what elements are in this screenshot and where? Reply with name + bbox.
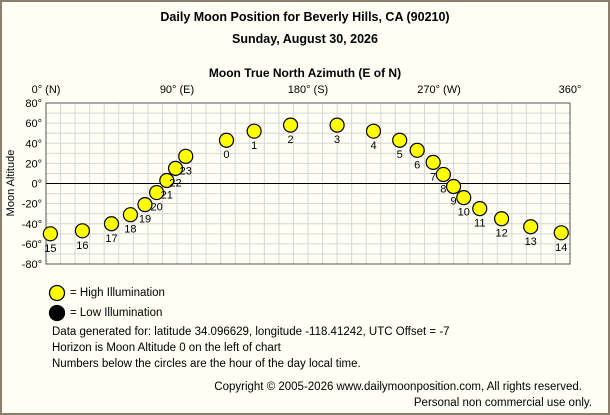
moon-point: [167, 160, 184, 177]
hour-label: 17: [105, 233, 117, 245]
legend-high-label: = High Illumination: [70, 287, 165, 299]
legend-high-marker: [48, 284, 66, 302]
hour-label: 18: [124, 224, 136, 236]
hour-label: 15: [44, 243, 56, 255]
hour-label: 11: [474, 218, 485, 230]
hour-label: 5: [397, 149, 403, 161]
moon-point: [103, 216, 120, 232]
x-tick-labels: 0° (N) 90° (E) 180° (S) 270° (W) 360°: [32, 84, 582, 96]
legend-markers: [48, 284, 66, 322]
chart-date: Sunday, August 30, 2026: [232, 32, 378, 46]
moon-point: [435, 166, 451, 183]
moon-point: [523, 219, 539, 235]
x-tick-label: 270° (W): [417, 84, 461, 96]
note-horizon: Horizon is Moon Altitude 0 on the left o…: [52, 342, 281, 354]
x-tick-label: 180° (S): [288, 84, 328, 96]
moon-point: [553, 225, 569, 241]
moon-point: [456, 189, 472, 206]
moon-point: [246, 123, 262, 139]
hour-label: 16: [76, 240, 88, 252]
hour-label: 19: [139, 214, 151, 226]
moon-point: [493, 211, 510, 227]
hour-label: 7: [430, 171, 436, 183]
legend-low-marker: [48, 304, 66, 322]
y-tick-label: -60°: [22, 239, 42, 251]
hour-label: 22: [169, 177, 181, 189]
moon-point: [42, 226, 58, 242]
moon-point: [282, 117, 299, 133]
y-tick-label: 40°: [25, 138, 42, 150]
hour-label: 8: [440, 183, 446, 195]
moon-point: [365, 123, 382, 139]
hour-label: 2: [287, 134, 293, 146]
note-location: Data generated for: latitude 34.096629, …: [52, 326, 450, 338]
x-tick-label: 90° (E): [160, 84, 194, 96]
moon-point: [392, 132, 408, 148]
moon-point: [122, 207, 139, 223]
moon-point: [409, 142, 425, 158]
legend-low-label: = Low Illumination: [70, 307, 163, 319]
hour-label: 13: [525, 236, 537, 248]
copyright: Copyright © 2005-2026 www.dailymoonposit…: [214, 381, 582, 393]
y-tick-label: -20°: [22, 199, 42, 211]
hour-label: 20: [150, 202, 162, 214]
hour-label: 1: [251, 140, 257, 152]
chart-title: Daily Moon Position for Beverly Hills, C…: [160, 10, 450, 24]
hour-label: 12: [495, 228, 507, 240]
hour-label: 10: [458, 207, 470, 219]
moon-point: [74, 223, 90, 239]
hour-label: 21: [161, 189, 173, 201]
y-tick-label: 80°: [25, 98, 42, 110]
moon-point: [149, 184, 165, 201]
hour-label: 9: [450, 196, 456, 208]
hour-label: 4: [370, 140, 376, 152]
y-tick-label: -80°: [22, 259, 42, 271]
y-tick-label: 60°: [25, 118, 42, 130]
y-tick-label: -40°: [22, 219, 42, 231]
moon-point: [445, 178, 462, 195]
moon-point: [425, 154, 441, 170]
moon-point: [137, 197, 153, 213]
y-tick-label: 0°: [31, 179, 42, 191]
x-tick-label: 360°: [559, 84, 582, 96]
moon-point: [472, 201, 488, 217]
y-axis-title: Moon Altitude: [5, 150, 17, 217]
y-tick-label: 20°: [25, 158, 42, 170]
hour-label: 0: [223, 149, 229, 161]
hour-label: 6: [414, 159, 420, 171]
x-axis-title: Moon True North Azimuth (E of N): [208, 66, 402, 80]
note-hours: Numbers below the circles are the hour o…: [52, 358, 361, 370]
personal-use: Personal non commercial use only.: [413, 397, 592, 409]
moon-point: [178, 148, 194, 164]
hour-label: 3: [334, 134, 340, 146]
hour-label: 23: [180, 165, 192, 177]
hour-label: 14: [555, 242, 567, 254]
moon-point: [159, 172, 175, 189]
y-tick-labels: 80° 60° 40° 20° 0° -20° -40° -60° -80°: [22, 98, 42, 271]
moon-point: [329, 117, 345, 133]
x-tick-label: 0° (N): [32, 84, 61, 96]
moon-point: [218, 132, 235, 148]
